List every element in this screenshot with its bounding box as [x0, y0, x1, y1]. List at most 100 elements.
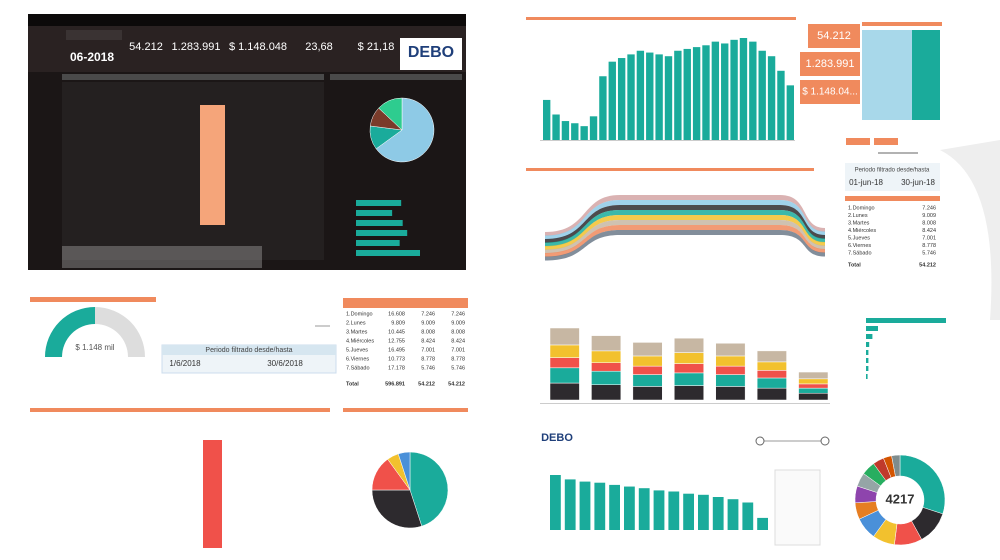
kpi: $ 1.148.04... — [802, 87, 858, 98]
bar — [594, 482, 606, 530]
stacked-segment — [549, 367, 580, 384]
bar — [692, 47, 701, 140]
table-cell: 16.495 — [388, 347, 405, 353]
table-cell: 7.246 — [922, 205, 936, 211]
table-cell: 10.445 — [388, 329, 405, 335]
dashboard-light: 54.212 1.283.991 $ 1.148.04... Periodo f… — [526, 17, 942, 201]
stacked-segment — [756, 387, 787, 401]
stacked-segment — [715, 342, 746, 357]
mini-table — [774, 469, 821, 546]
table-total: Total — [848, 262, 861, 268]
table-cell: 10.773 — [388, 356, 405, 362]
bar — [579, 481, 591, 530]
table-cell: 5.746 — [421, 365, 435, 371]
stacked-segment — [715, 365, 746, 375]
table-header — [343, 298, 468, 308]
bar — [866, 358, 869, 363]
bar — [683, 48, 691, 140]
footer-strip — [62, 246, 262, 268]
table-cell: 7.001 — [922, 235, 936, 241]
bar — [589, 116, 598, 140]
table-cell: 7.Sábado — [346, 365, 370, 371]
table-cell: 4.Miércoles — [346, 338, 374, 344]
section-header — [330, 74, 462, 80]
stacked-segment — [798, 383, 829, 389]
bar — [638, 488, 650, 530]
kpi: 1.283.991 — [172, 41, 221, 53]
stacked-segment — [715, 386, 746, 401]
chart-area — [62, 82, 324, 260]
table-cell: 8.008 — [922, 220, 936, 226]
stacked-segment — [674, 337, 704, 353]
table-cell: 9.809 — [391, 320, 405, 326]
table-total: 54.212 — [919, 262, 936, 268]
dashboard-gauge: $ 1.148 mil Periodo filtrado desde/hasta… — [30, 297, 468, 548]
table-cell: 8.424 — [421, 338, 435, 344]
table-cell: 8.424 — [451, 338, 465, 344]
bar — [668, 491, 680, 530]
stacked-segment — [632, 374, 663, 387]
bar — [617, 58, 626, 140]
stacked-segment — [674, 363, 704, 374]
stacked-segment — [674, 372, 704, 386]
table-total: Total — [346, 381, 359, 387]
bar — [552, 114, 560, 140]
header-line — [526, 17, 796, 20]
pie-slice — [378, 97, 403, 131]
table-cell: 6.Viernes — [346, 356, 369, 362]
stacked-segment — [632, 386, 663, 401]
bar — [757, 517, 768, 530]
table-cell: 9.009 — [922, 213, 936, 219]
stacked-segment — [798, 371, 829, 380]
header-line — [30, 408, 330, 412]
stacked-segment — [715, 374, 746, 387]
stacked-segment — [756, 361, 787, 371]
stacked-segment — [674, 385, 704, 401]
bar — [866, 374, 868, 379]
kpi-box — [808, 24, 860, 48]
table-cell: 9.009 — [421, 320, 435, 326]
table-cell: 6.Viernes — [848, 243, 871, 249]
filter-to: 30/6/2018 — [267, 359, 303, 368]
treemap-block — [912, 30, 940, 120]
stacked-segment — [632, 355, 663, 367]
bar — [674, 50, 682, 140]
pie-slice — [397, 451, 411, 491]
bar — [543, 99, 551, 140]
filter-header — [162, 345, 336, 355]
bar — [702, 45, 710, 140]
bar — [730, 39, 738, 141]
stacked-segment — [756, 377, 787, 389]
stacked-segment — [591, 370, 622, 386]
kpi: $ 1.148.048 — [229, 41, 287, 53]
stacked-segment — [591, 384, 622, 401]
table-total: 596.891 — [385, 381, 405, 387]
tab — [874, 138, 898, 145]
table-cell: 17.178 — [388, 365, 405, 371]
stacked-segment — [756, 350, 787, 363]
filter-to: 30-jun-18 — [901, 178, 935, 187]
bar — [550, 475, 561, 530]
menu-bar — [28, 14, 466, 26]
table-cell: 9.009 — [451, 320, 465, 326]
table-header — [845, 196, 940, 201]
bar — [712, 497, 724, 530]
bar — [742, 502, 754, 530]
kpi: 54.212 — [817, 30, 851, 42]
kpi: 1.283.991 — [806, 58, 855, 70]
bar — [866, 342, 870, 347]
filter-from: 01-jun-18 — [849, 178, 883, 187]
table-cell: 8.008 — [451, 329, 465, 335]
bar — [786, 85, 794, 140]
stacked-segment — [715, 355, 746, 367]
table-cell: 8.424 — [922, 228, 936, 234]
pie-slice — [891, 454, 901, 477]
bar — [866, 326, 878, 331]
treemap-block — [862, 30, 912, 120]
stacked-segment — [756, 370, 787, 379]
bar — [721, 43, 729, 140]
bar — [758, 50, 766, 140]
header-line — [862, 22, 942, 26]
section-header — [62, 74, 324, 80]
bar — [711, 41, 720, 141]
